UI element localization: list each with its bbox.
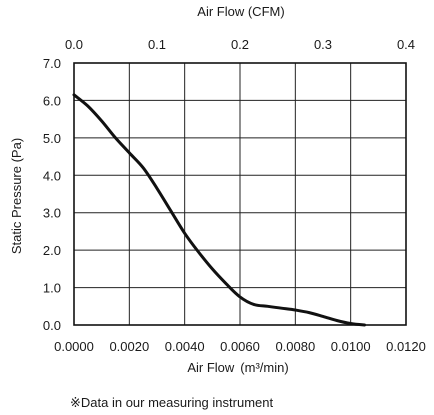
top-tick-label: 0.1 <box>148 37 166 52</box>
grid-lines <box>74 63 406 325</box>
y-axis-title: Static Pressure (Pa) <box>9 138 24 254</box>
x-tick-label: 0.0120 <box>386 339 426 354</box>
top-axis-ticks: 0.0 0.1 0.2 0.3 0.4 <box>65 37 415 52</box>
x-axis-title: Air Flow (m³/min) <box>187 360 288 375</box>
top-tick-label: 0.3 <box>314 37 332 52</box>
x-axis-ticks: 0.0000 0.0020 0.0040 0.0060 0.0080 0.0100 0.01… <box>54 339 426 354</box>
y-tick-label: 3.0 <box>43 206 61 221</box>
y-tick-label: 4.0 <box>43 168 61 183</box>
x-tick-label: 0.0000 <box>54 339 94 354</box>
x-tick-label: 0.0100 <box>331 339 371 354</box>
y-axis-ticks: 0.0 1.0 2.0 3.0 4.0 5.0 6.0 7.0 <box>43 56 61 333</box>
series-group <box>72 93 366 327</box>
plot-frame <box>73 62 407 326</box>
series-line <box>72 93 366 327</box>
top-tick-label: 0.4 <box>397 37 415 52</box>
y-tick-label: 1.0 <box>43 281 61 296</box>
top-axis-title: Air Flow (CFM) <box>197 4 284 19</box>
x-axis-unit: (m³/min) <box>240 360 288 375</box>
footnote: ※Data in our measuring instrument <box>70 395 274 410</box>
pq-curve-chart: Air Flow (CFM) 0.0 0.1 0.2 0.3 0.4 0.0 1.0 2.0… <box>9 4 426 375</box>
y-tick-label: 2.0 <box>43 243 61 258</box>
y-tick-label: 0.0 <box>43 318 61 333</box>
top-tick-label: 0.0 <box>65 37 83 52</box>
y-tick-label: 5.0 <box>43 131 61 146</box>
x-axis-label: Air Flow <box>187 360 235 375</box>
x-tick-label: 0.0060 <box>220 339 260 354</box>
y-tick-label: 6.0 <box>43 93 61 108</box>
x-tick-label: 0.0080 <box>275 339 315 354</box>
x-tick-label: 0.0020 <box>109 339 149 354</box>
top-tick-label: 0.2 <box>231 37 249 52</box>
y-tick-label: 7.0 <box>43 56 61 71</box>
x-tick-label: 0.0040 <box>165 339 205 354</box>
